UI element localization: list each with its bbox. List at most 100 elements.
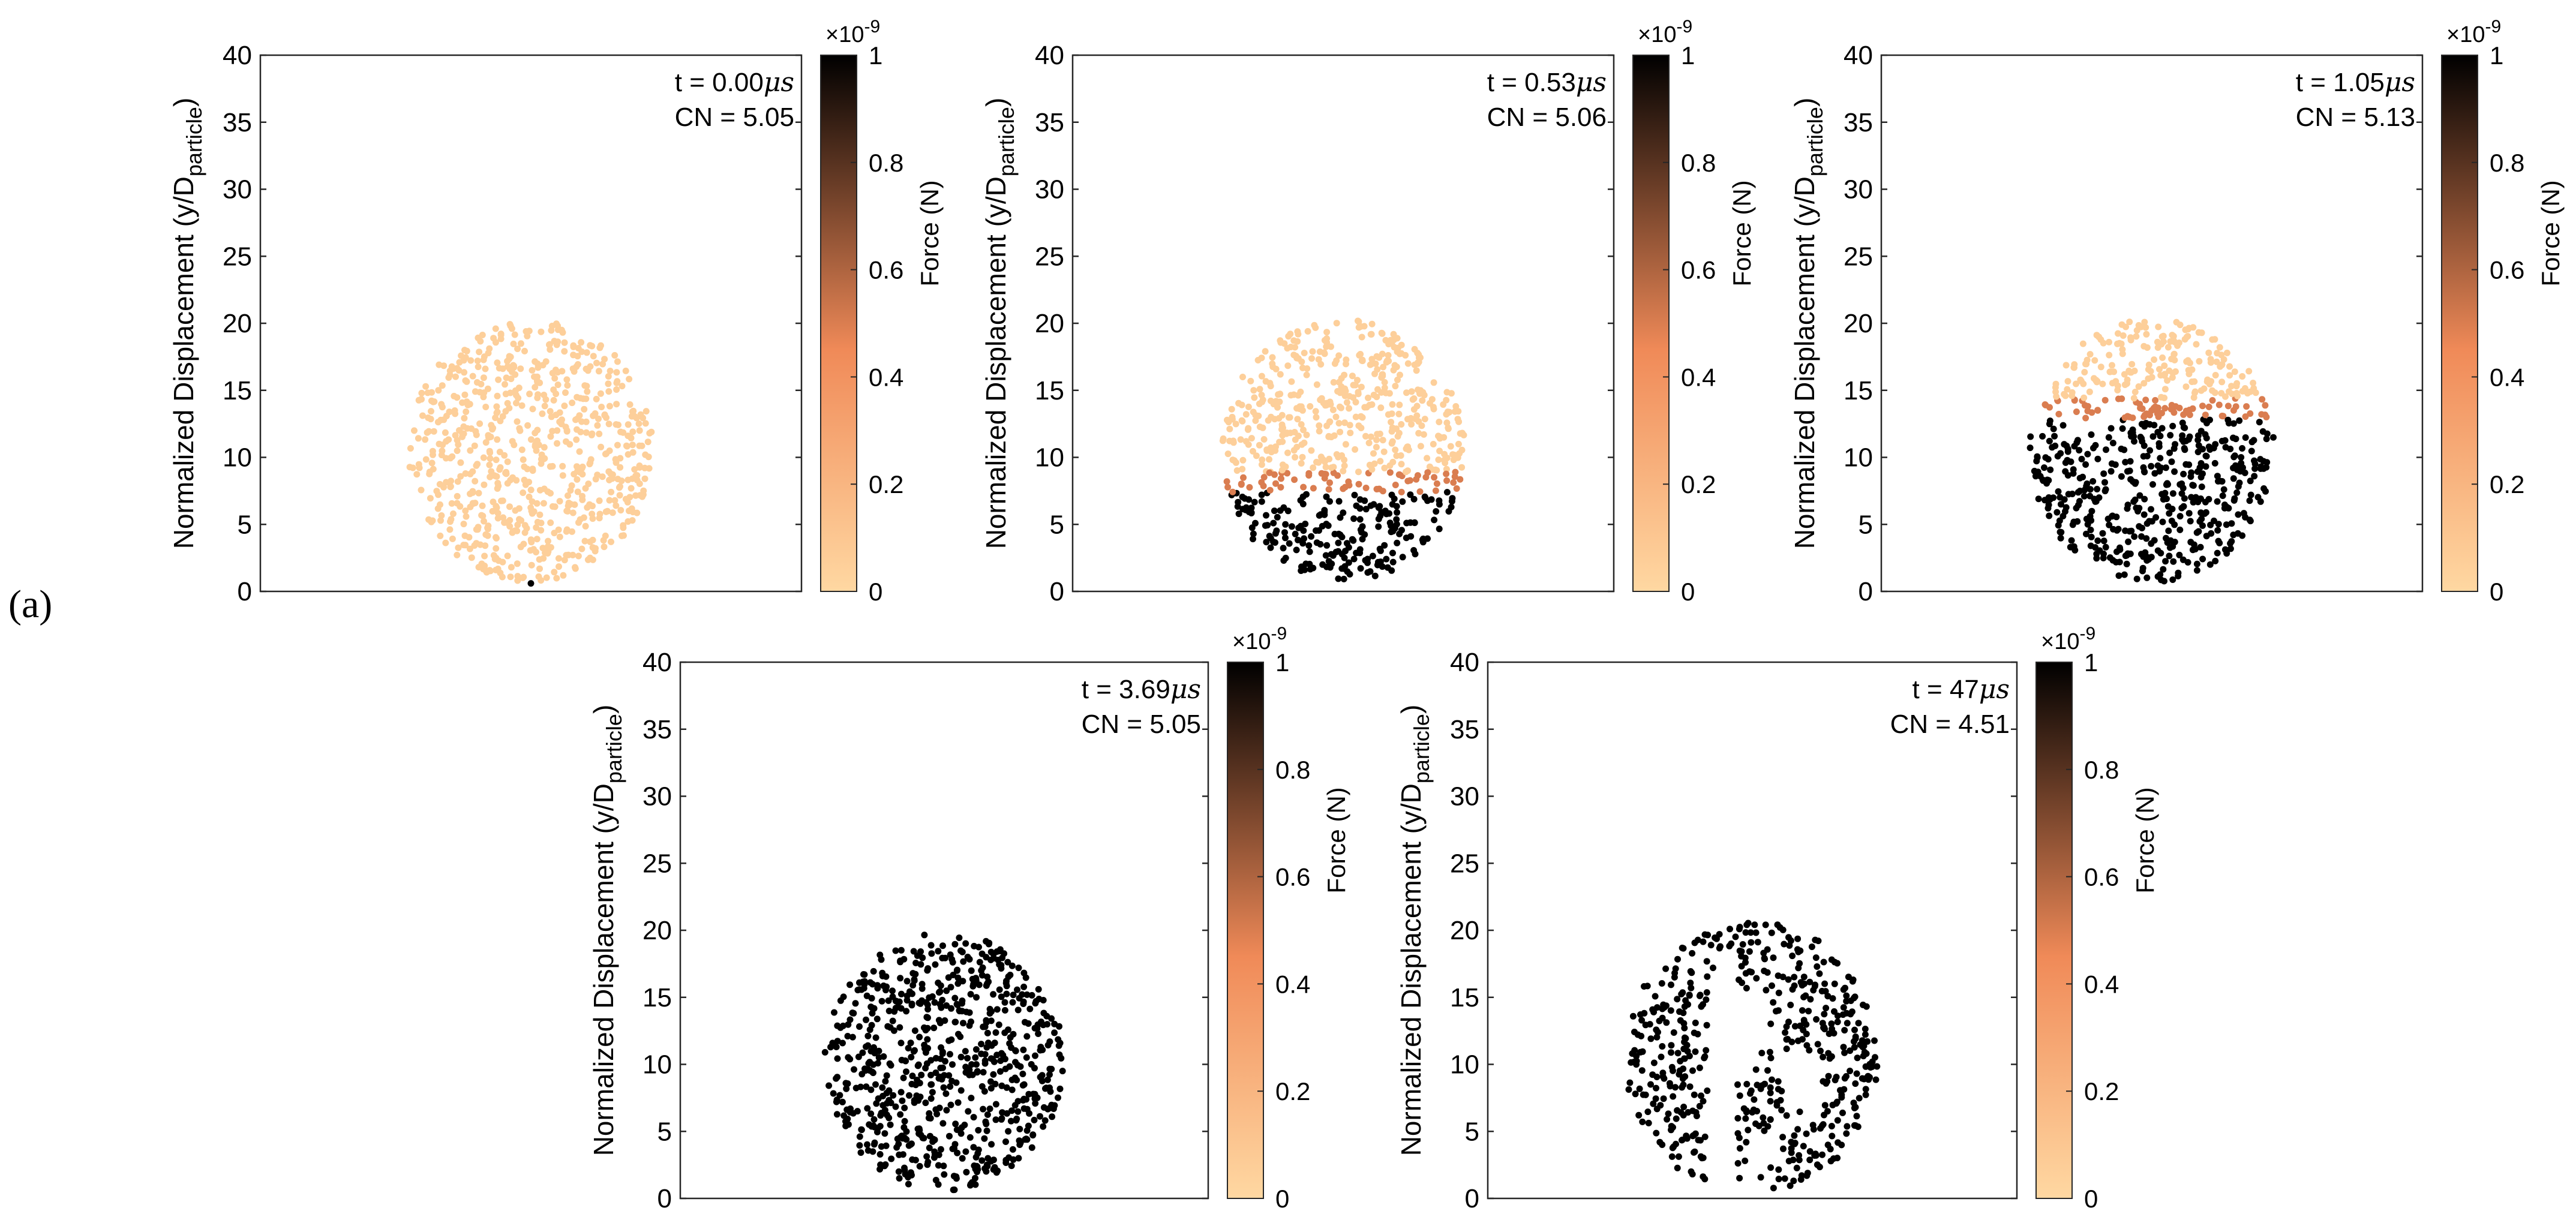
particle-point bbox=[1392, 383, 1399, 390]
particle-point bbox=[1292, 530, 1299, 537]
particle-point bbox=[852, 1084, 860, 1092]
particle-point bbox=[1862, 1091, 1869, 1098]
particle-point bbox=[2221, 501, 2228, 509]
particle-point bbox=[1650, 1059, 1658, 1066]
colorbar-label: Force (N) bbox=[2131, 787, 2159, 893]
particle-point bbox=[1805, 1008, 1812, 1015]
particle-point bbox=[2162, 464, 2169, 471]
particle-point bbox=[437, 501, 443, 508]
particle-point bbox=[2068, 392, 2076, 399]
particle-point bbox=[2143, 330, 2150, 338]
particle-point bbox=[1310, 464, 1317, 471]
particle-point bbox=[2092, 377, 2100, 384]
y-axis-label: Normalized Displacement (y/Dparticle) bbox=[1395, 705, 1434, 1156]
particle-point bbox=[2148, 462, 2155, 470]
particle-point bbox=[1667, 1083, 1674, 1090]
particle-point bbox=[846, 981, 854, 988]
particle-point bbox=[617, 464, 624, 471]
particle-point bbox=[457, 459, 464, 466]
cn-annotation: CN = 4.51 bbox=[1890, 710, 2010, 739]
particle-point bbox=[2113, 548, 2120, 555]
particle-point bbox=[870, 1116, 878, 1123]
particle-point bbox=[481, 562, 488, 569]
particle-point bbox=[2027, 433, 2034, 440]
particle-point bbox=[1629, 1012, 1637, 1020]
particle-point bbox=[2080, 394, 2088, 401]
particle-point bbox=[879, 969, 886, 976]
particle-point bbox=[1381, 378, 1388, 386]
particle-point bbox=[493, 410, 500, 416]
particle-point bbox=[2135, 321, 2142, 329]
particle-point bbox=[1804, 1170, 1811, 1177]
particle-point bbox=[475, 489, 482, 497]
particle-point bbox=[482, 365, 489, 372]
particle-point bbox=[864, 1141, 870, 1148]
particle-point bbox=[1829, 995, 1836, 1002]
particle-point bbox=[517, 340, 524, 347]
particle-point bbox=[501, 452, 508, 459]
particle-point bbox=[598, 342, 604, 349]
particle-point bbox=[2154, 338, 2161, 345]
particle-point bbox=[1451, 452, 1458, 459]
particle-point bbox=[520, 573, 527, 581]
particle-point bbox=[484, 532, 491, 539]
particle-point bbox=[503, 374, 510, 381]
particle-point bbox=[998, 965, 1005, 972]
particle-point bbox=[2129, 478, 2136, 485]
particle-point bbox=[2221, 546, 2229, 553]
particle-point bbox=[1385, 341, 1392, 348]
particle-point bbox=[2239, 445, 2245, 452]
particle-point bbox=[1292, 453, 1299, 461]
particle-point bbox=[1328, 464, 1335, 471]
particle-point bbox=[510, 340, 517, 347]
particle-point bbox=[1271, 471, 1278, 478]
particle-point bbox=[2061, 390, 2068, 398]
particle-point bbox=[2171, 356, 2178, 363]
particle-point bbox=[550, 396, 557, 404]
particle-point bbox=[479, 512, 487, 519]
particle-point bbox=[2154, 404, 2161, 411]
particle-point bbox=[496, 449, 503, 455]
particle-point bbox=[863, 992, 870, 999]
particle-point bbox=[1743, 921, 1751, 928]
particle-point bbox=[1019, 1071, 1026, 1077]
particle-point bbox=[533, 536, 541, 543]
particle-point bbox=[2079, 340, 2086, 347]
particle-point bbox=[1812, 936, 1819, 943]
particle-point bbox=[1828, 1123, 1835, 1129]
particle-point bbox=[1680, 945, 1687, 952]
particle-point bbox=[1341, 456, 1348, 464]
particle-point bbox=[1670, 1093, 1677, 1100]
particle-point bbox=[466, 545, 473, 552]
particle-point bbox=[1659, 1073, 1667, 1080]
particle-point bbox=[2126, 467, 2133, 474]
colorbar-tick-label: 0.2 bbox=[2084, 1077, 2119, 1105]
particle-point bbox=[595, 368, 602, 375]
particle-point bbox=[1007, 1117, 1014, 1125]
particle-point bbox=[2055, 488, 2062, 495]
y-tick-label: 20 bbox=[1844, 309, 1873, 338]
particle-point bbox=[2142, 420, 2149, 426]
particle-point bbox=[1410, 406, 1418, 413]
particle-point bbox=[1797, 979, 1805, 986]
particle-point bbox=[513, 392, 520, 399]
particle-point bbox=[548, 413, 555, 420]
particle-point bbox=[1859, 1044, 1866, 1051]
particle-point bbox=[430, 451, 436, 458]
particle-point bbox=[2226, 372, 2233, 379]
particle-point bbox=[527, 547, 534, 554]
particle-point bbox=[415, 435, 422, 442]
particle-point bbox=[1633, 1061, 1640, 1068]
time-annotation-unit: μs bbox=[1576, 67, 1607, 98]
particle-point bbox=[2083, 480, 2091, 487]
particle-point bbox=[988, 1141, 995, 1148]
particle-point bbox=[2233, 463, 2241, 470]
particle-point bbox=[545, 537, 551, 545]
y-axis-label-main: Normalized Displacement (y/D bbox=[1395, 783, 1427, 1156]
particle-point bbox=[556, 409, 563, 416]
particle-point bbox=[1346, 570, 1353, 578]
particle-point bbox=[530, 508, 538, 515]
particle-point bbox=[1010, 1156, 1017, 1163]
particle-point bbox=[932, 1177, 939, 1183]
particle-point bbox=[1332, 413, 1340, 420]
